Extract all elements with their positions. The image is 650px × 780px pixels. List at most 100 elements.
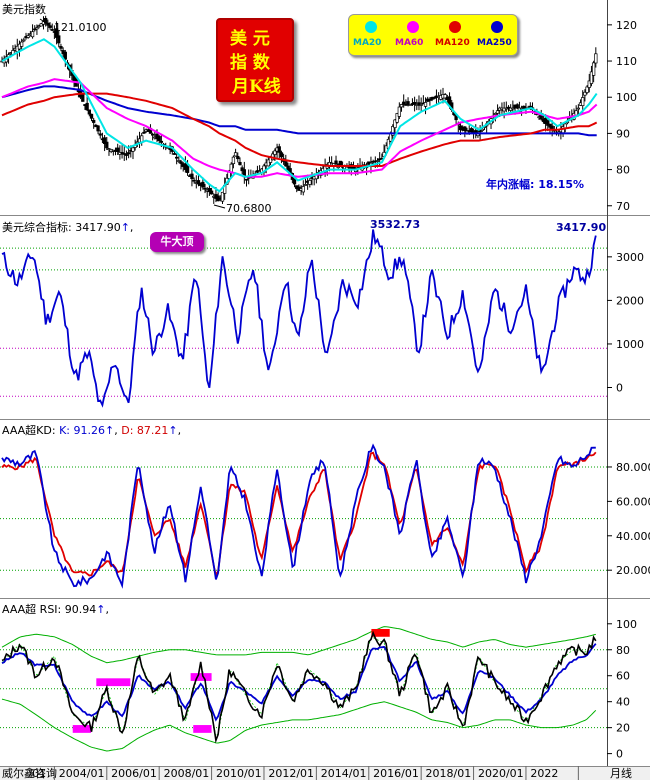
rsi-lower-band — [1, 698, 597, 752]
rsi-label-text: AAA超 RSI: 90.94 — [2, 603, 97, 616]
kd-d-line — [1, 451, 597, 578]
candle-body — [59, 46, 63, 49]
candle-body — [92, 119, 96, 123]
up-arrow-icon: ↑ — [120, 221, 130, 234]
candle-body — [233, 152, 238, 157]
candle-body — [375, 160, 380, 162]
company-label: 威尔鑫咨询 — [2, 766, 57, 780]
candle-body — [116, 147, 120, 152]
composite-ytick-label: 3000 — [616, 251, 644, 264]
ma120-line — [1, 92, 598, 167]
candle-body — [30, 31, 35, 38]
candle-body — [96, 125, 100, 132]
candle-body — [220, 191, 225, 202]
rsi-label: AAA超 RSI: 90.94↑, — [2, 603, 109, 616]
candle-body — [150, 133, 155, 136]
period-label: 月线 — [610, 766, 632, 780]
candle-body — [196, 180, 201, 185]
candle-body — [22, 39, 26, 42]
candle-body — [511, 107, 515, 110]
low-label-pointer — [213, 204, 226, 209]
candle-body — [122, 153, 126, 155]
candle-body — [423, 102, 428, 107]
rsi-smooth-line — [1, 643, 597, 722]
up-arrow-icon: ↑ — [96, 603, 106, 616]
candle-body — [33, 28, 37, 31]
candle-body — [589, 71, 594, 84]
candle-body — [301, 186, 305, 193]
rsi-mid-band — [1, 636, 597, 738]
candle-body — [395, 113, 399, 123]
kd-k-line — [1, 443, 596, 589]
candle-body — [87, 109, 91, 115]
candle-body — [308, 180, 312, 185]
rsi-signal-zone — [72, 725, 92, 733]
time-tick-label: 2004/01 — [59, 767, 105, 780]
kd-label: AAA超KD: K: 91.26↑, D: 87.21↑, — [2, 424, 182, 437]
candle-body — [591, 62, 596, 76]
rsi-ytick-label: 60 — [616, 670, 630, 683]
rsi-signal-zone — [193, 725, 212, 733]
price-ytick-label: 90 — [616, 127, 630, 140]
candle-body — [98, 133, 102, 136]
ma250-line — [1, 85, 597, 137]
candle-body — [279, 152, 284, 158]
candle-body — [303, 184, 308, 186]
candle-body — [495, 110, 500, 114]
time-tick-label: 2016/01 — [373, 767, 419, 780]
rsi-ytick-label: 100 — [616, 618, 637, 631]
kd-ytick-label: 80.0000 — [616, 461, 650, 474]
candle-body — [131, 147, 135, 152]
ma20-line — [1, 38, 598, 193]
legend-label-ma120: MA120 — [435, 38, 470, 48]
rsi-line — [1, 630, 597, 744]
composite-label-text: 美元综合指标: 3417.90 — [2, 221, 121, 234]
kd-panel: 20.0000 40.0000 60.0000 80.0000 — [0, 443, 650, 589]
candle-body — [412, 102, 417, 105]
legend-dot-ma250 — [491, 21, 503, 33]
badge-line-1: 美 元 — [230, 29, 270, 49]
up-arrow-icon: ↑ — [168, 424, 178, 437]
candle-body — [402, 101, 406, 105]
composite-panel: 0 1000 2000 3000 — [0, 229, 644, 408]
kd-ytick-label: 20.0000 — [616, 564, 650, 577]
badge-line-3: 月K线 — [232, 77, 281, 97]
price-ytick-label: 120 — [616, 19, 637, 32]
candle-body — [574, 110, 578, 116]
candle-body — [583, 91, 587, 96]
low-label: 70.6800 — [226, 202, 272, 215]
time-tick-label: 2006/01 — [111, 767, 157, 780]
candle-body — [209, 190, 214, 195]
legend-dot-ma120 — [449, 21, 461, 33]
kd-d-value: D: 87.21 — [121, 424, 169, 437]
candle-body — [519, 107, 524, 110]
candle-body — [172, 153, 177, 155]
kd-k-value: K: 91.26 — [59, 424, 105, 437]
kd-ytick-label: 40.0000 — [616, 530, 650, 543]
time-tick-label: 2010/01 — [216, 767, 262, 780]
candle-body — [236, 155, 240, 160]
candle-body — [581, 97, 585, 107]
candle-body — [179, 161, 183, 164]
candle-body — [502, 107, 506, 112]
candle-body — [338, 160, 343, 166]
candle-body — [39, 23, 43, 27]
kd-ytick-label: 60.0000 — [616, 495, 650, 508]
legend-dot-ma20 — [365, 21, 377, 33]
rsi-ytick-label: 20 — [616, 722, 630, 735]
candle-body — [428, 99, 432, 101]
candle-body — [63, 51, 67, 60]
candle-body — [231, 156, 236, 165]
candle-body — [19, 41, 24, 47]
candle-body — [506, 106, 511, 109]
price-panel: 70 80 90 100 110 120 — [0, 15, 637, 213]
composite-last-label: 3417.90 — [556, 221, 606, 234]
time-tick-label: 2008/01 — [164, 767, 210, 780]
candle-body — [81, 94, 85, 102]
candle-body — [203, 187, 207, 190]
candle-body — [207, 187, 212, 193]
candle-body — [334, 160, 338, 165]
rsi-ytick-label: 40 — [616, 696, 630, 709]
candle-body — [57, 35, 61, 44]
